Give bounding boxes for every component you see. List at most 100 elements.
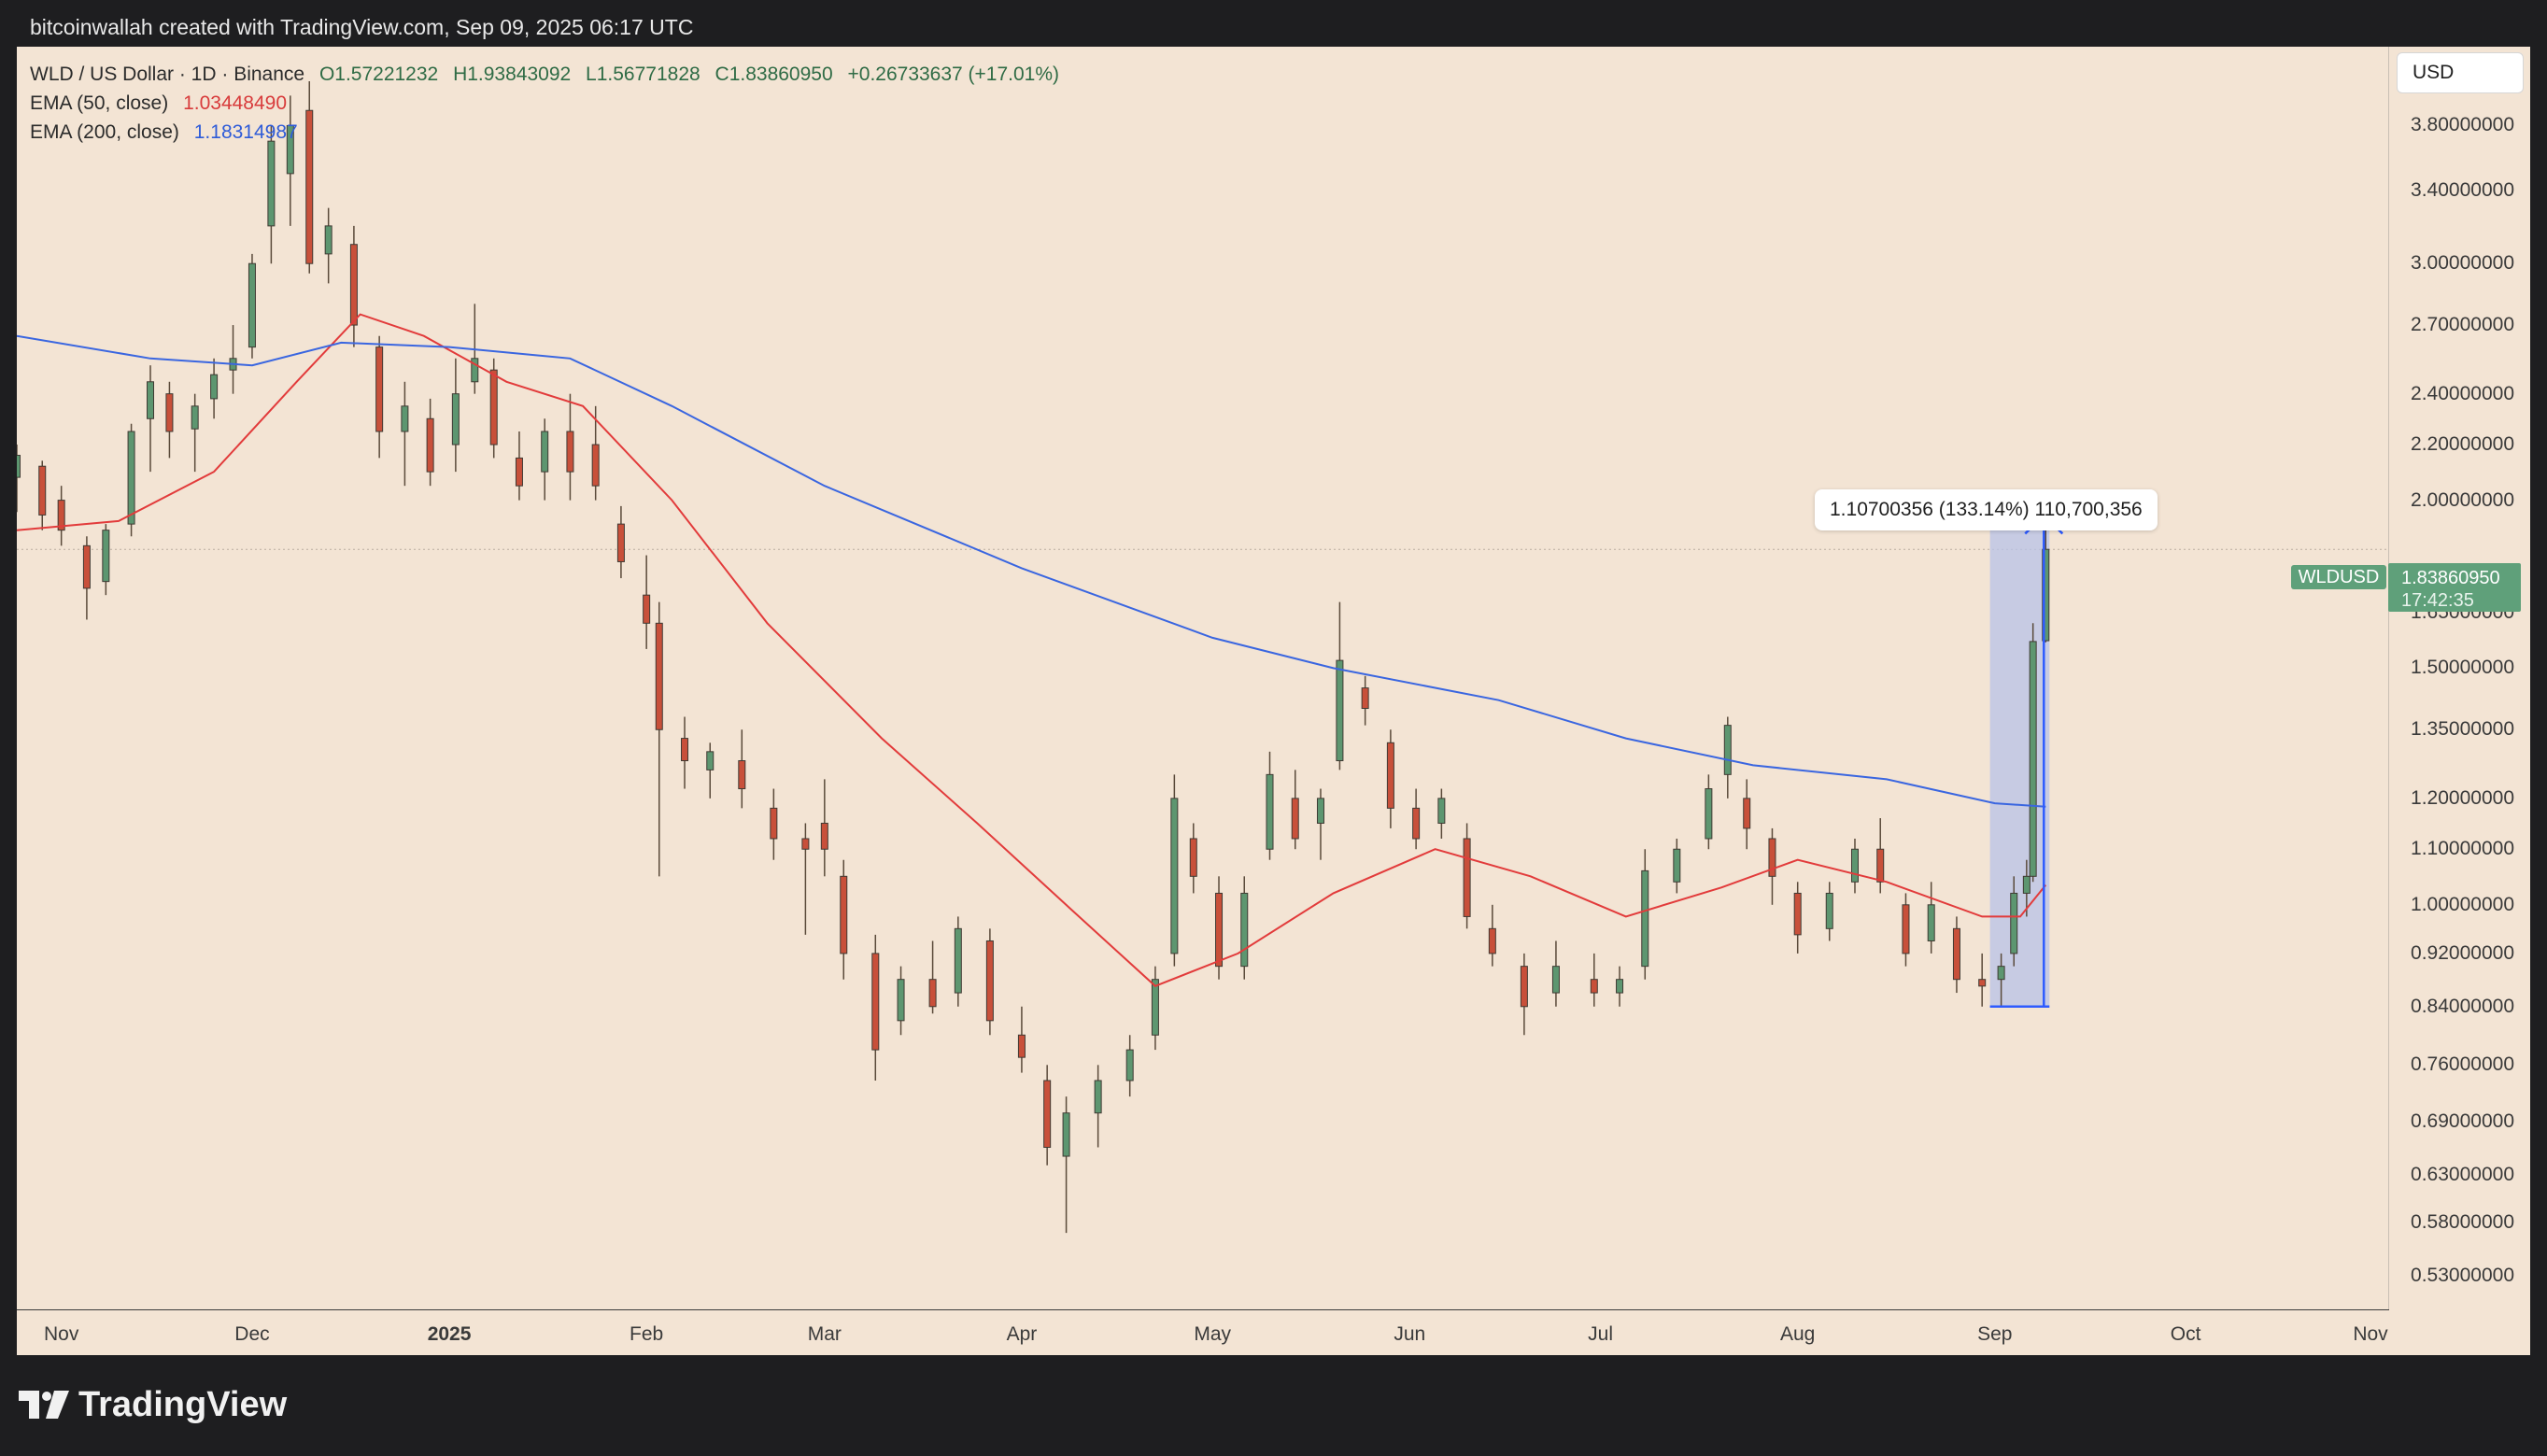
time-tick-label: 2025 [427, 1323, 472, 1345]
candle-body [127, 431, 135, 525]
candle [426, 398, 434, 487]
chart-area[interactable]: WLD / US Dollar · 1D · Binance O1.572212… [17, 47, 2530, 1355]
candle [1488, 904, 1496, 967]
candle-body [1705, 788, 1713, 840]
candle [1266, 751, 1274, 860]
symbol-price-line-tag: WLDUSD [2291, 565, 2386, 589]
candle [1170, 774, 1179, 967]
candle [1336, 601, 1344, 770]
candle-body [738, 760, 746, 790]
candle [515, 431, 523, 501]
currency-unit-button[interactable]: USD [2397, 52, 2524, 93]
ema50-label: EMA (50, close) [30, 92, 169, 114]
candle [165, 381, 174, 459]
time-tick-label: May [1194, 1323, 1232, 1345]
price-tick-label: 1.50000000 [2411, 657, 2514, 679]
candle [1997, 953, 2005, 1007]
candle [2042, 518, 2050, 643]
candle-body [82, 544, 91, 589]
candle-body [286, 124, 294, 175]
candle [38, 460, 47, 530]
time-axis[interactable]: Nov Dec 2025 Feb Mar Apr May Jun Jul Aug Sep Oct Nov [17, 1309, 2389, 1355]
measure-range-box [1989, 515, 2050, 1007]
tradingview-logo-icon [19, 1391, 69, 1419]
candle-body [643, 594, 651, 624]
candle-body [1520, 966, 1528, 1008]
price-tick-label: 0.69000000 [2411, 1110, 2514, 1132]
candle [541, 418, 549, 501]
candle-body [1291, 798, 1299, 840]
candle-body [1062, 1112, 1070, 1157]
open-value: O1.57221232 [318, 64, 439, 85]
candle-body [2042, 548, 2050, 642]
candle-body [1997, 966, 2005, 981]
candle-body [1043, 1080, 1052, 1148]
candle [401, 381, 409, 487]
candle [1386, 729, 1394, 828]
candle [928, 940, 937, 1014]
price-tick-label: 0.58000000 [2411, 1211, 2514, 1234]
ema50-line [17, 313, 2047, 987]
candle-body [57, 500, 65, 531]
time-tick-label: Mar [807, 1323, 842, 1345]
price-tick-label: 2.40000000 [2411, 382, 2514, 404]
candle [375, 335, 384, 459]
tradingview-logo: TradingView [19, 1384, 287, 1425]
candle-body [1316, 798, 1324, 824]
legend-ema200-row[interactable]: EMA (200, close) 1.18314987 [30, 118, 1068, 147]
candle [210, 358, 219, 419]
candle [451, 358, 460, 473]
price-tick-label: 3.00000000 [2411, 252, 2514, 275]
candle [1291, 770, 1299, 850]
candle-body [1215, 892, 1224, 968]
candle-body [871, 953, 880, 1051]
price-tick-label: 1.20000000 [2411, 786, 2514, 809]
candle [1876, 818, 1885, 894]
candle-body [1125, 1049, 1134, 1081]
candle [1616, 966, 1624, 1007]
tradingview-logo-text: TradingView [78, 1385, 288, 1424]
candle-body [324, 225, 333, 255]
candle-body [1463, 838, 1471, 917]
candle-body [655, 622, 663, 730]
candle-body [928, 979, 937, 1008]
legend-ema50-row[interactable]: EMA (50, close) 1.03448490 [30, 89, 1068, 118]
legend: WLD / US Dollar · 1D · Binance O1.572212… [30, 60, 1068, 147]
price-tick-label: 0.84000000 [2411, 995, 2514, 1017]
candle-body [1189, 838, 1197, 877]
candle-body [165, 393, 174, 432]
candle [1062, 1096, 1070, 1234]
candle [897, 966, 905, 1036]
candle-body [305, 109, 314, 264]
ema200-value: 1.18314987 [193, 121, 298, 143]
time-tick-label: Dec [234, 1323, 270, 1345]
candle [1043, 1065, 1052, 1166]
candle [1978, 953, 1987, 1007]
price-tick-label: 3.80000000 [2411, 114, 2514, 136]
candle-body [1793, 892, 1802, 936]
candle-body [267, 140, 276, 227]
candle-body [1336, 659, 1344, 762]
candle-body [1017, 1034, 1026, 1058]
candle [1215, 876, 1224, 980]
time-tick-label: Jul [1588, 1323, 1614, 1345]
candle [1902, 893, 1910, 967]
price-scale[interactable]: 4.200000003.800000003.400000003.00000000… [2388, 47, 2530, 1309]
candle-body [591, 444, 600, 487]
candle [1952, 916, 1960, 994]
candle-body [1641, 869, 1649, 968]
candle [591, 405, 600, 501]
candle [1743, 779, 1751, 850]
candle [305, 80, 314, 274]
candle-body [1151, 979, 1159, 1036]
candle [57, 486, 65, 546]
change-value: +0.26733637 (+17.01%) [847, 64, 1060, 85]
candle [1793, 882, 1802, 954]
candle-body [1616, 979, 1624, 994]
chart-attribution: bitcoinwallah created with TradingView.c… [30, 15, 694, 39]
ema200-line [17, 334, 2046, 808]
candle-body [248, 262, 256, 348]
candle [616, 505, 625, 579]
symbol-description[interactable]: WLD / US Dollar · 1D · Binance [30, 64, 305, 85]
price-chart-svg[interactable] [17, 47, 2389, 1309]
